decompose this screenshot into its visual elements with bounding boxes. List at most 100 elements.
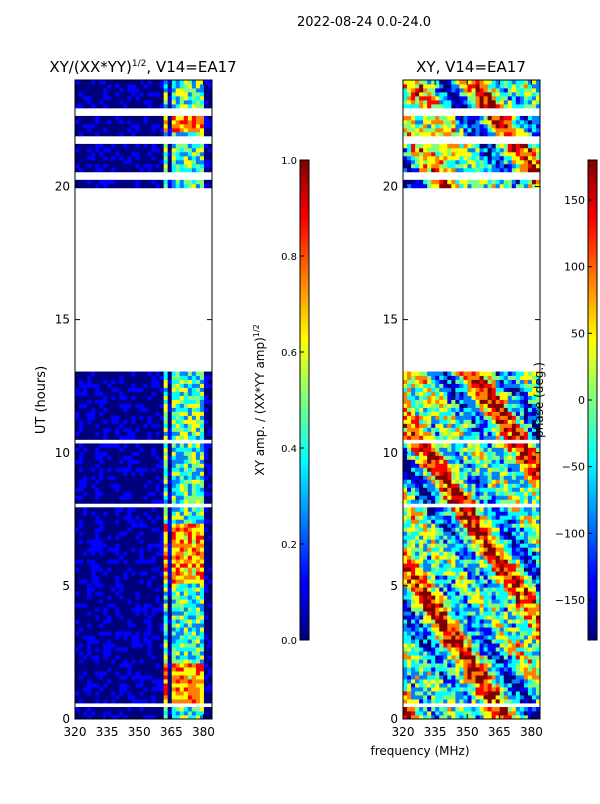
- heatmap-cell: [152, 555, 156, 559]
- heatmap-cell: [520, 599, 524, 603]
- heatmap-cell: [528, 563, 532, 567]
- heatmap-cell: [152, 543, 156, 547]
- heatmap-cell: [87, 523, 91, 527]
- heatmap-cell: [176, 116, 180, 120]
- heatmap-cell: [111, 148, 115, 152]
- heatmap-cell: [107, 435, 111, 439]
- heatmap-cell: [488, 611, 492, 615]
- heatmap-cell: [184, 527, 188, 531]
- heatmap-cell: [107, 631, 111, 635]
- heatmap-cell: [131, 651, 135, 655]
- heatmap-cell: [196, 543, 200, 547]
- heatmap-cell: [127, 531, 131, 535]
- heatmap-cell: [144, 535, 148, 539]
- heatmap-cell: [415, 559, 419, 563]
- heatmap-cell: [95, 547, 99, 551]
- heatmap-cell: [524, 595, 528, 599]
- heatmap-cell: [87, 571, 91, 575]
- heatmap-cell: [139, 431, 143, 435]
- heatmap-cell: [139, 152, 143, 156]
- heatmap-cell: [99, 455, 103, 459]
- heatmap-cell: [99, 711, 103, 715]
- heatmap-cell: [115, 535, 119, 539]
- heatmap-cell: [160, 483, 164, 487]
- heatmap-cell: [111, 607, 115, 611]
- heatmap-cell: [160, 88, 164, 92]
- heatmap-cell: [168, 615, 172, 619]
- heatmap-cell: [168, 583, 172, 587]
- heatmap-cell: [532, 579, 536, 583]
- heatmap-cell: [91, 519, 95, 523]
- heatmap-cell: [411, 643, 415, 647]
- heatmap-cell: [455, 619, 459, 623]
- heatmap-cell: [168, 415, 172, 419]
- heatmap-cell: [139, 415, 143, 419]
- heatmap-cell: [135, 671, 139, 675]
- heatmap-cell: [99, 587, 103, 591]
- heatmap-cell: [188, 403, 192, 407]
- heatmap-cell: [528, 651, 532, 655]
- heatmap-cell: [492, 695, 496, 699]
- heatmap-cell: [127, 407, 131, 411]
- heatmap-cell: [99, 699, 103, 703]
- heatmap-cell: [75, 599, 79, 603]
- heatmap-cell: [192, 615, 196, 619]
- heatmap-cell: [459, 615, 463, 619]
- heatmap-cell: [148, 507, 152, 511]
- heatmap-cell: [131, 647, 135, 651]
- heatmap-cell: [123, 543, 127, 547]
- heatmap-cell: [131, 563, 135, 567]
- heatmap-cell: [115, 615, 119, 619]
- heatmap-cell: [139, 499, 143, 503]
- heatmap-cell: [107, 388, 111, 392]
- heatmap-cell: [480, 679, 484, 683]
- heatmap-cell: [95, 419, 99, 423]
- heatmap-cell: [156, 160, 160, 164]
- heatmap-cell: [83, 100, 87, 104]
- heatmap-cell: [180, 511, 184, 515]
- heatmap-cell: [467, 675, 471, 679]
- heatmap-cell: [188, 84, 192, 88]
- heatmap-cell: [127, 451, 131, 455]
- heatmap-cell: [192, 623, 196, 627]
- heatmap-cell: [492, 615, 496, 619]
- heatmap-cell: [156, 699, 160, 703]
- heatmap-cell: [83, 611, 87, 615]
- heatmap-cell: [139, 396, 143, 400]
- heatmap-cell: [492, 679, 496, 683]
- heatmap-cell: [188, 459, 192, 463]
- heatmap-cell: [91, 639, 95, 643]
- heatmap-cell: [504, 555, 508, 559]
- heatmap-cell: [139, 156, 143, 160]
- heatmap-cell: [168, 659, 172, 663]
- heatmap-cell: [472, 643, 476, 647]
- heatmap-cell: [139, 120, 143, 124]
- heatmap-cell: [463, 571, 467, 575]
- heatmap-cell: [79, 80, 83, 84]
- heatmap-cell: [99, 495, 103, 499]
- heatmap-cell: [423, 651, 427, 655]
- heatmap-cell: [184, 519, 188, 523]
- heatmap-cell: [75, 427, 79, 431]
- heatmap-cell: [139, 707, 143, 711]
- colorbar-tick-label: 0.8: [281, 252, 297, 263]
- heatmap-cell: [115, 687, 119, 691]
- heatmap-cell: [95, 531, 99, 535]
- heatmap-cell: [111, 120, 115, 124]
- heatmap-cell: [119, 148, 123, 152]
- heatmap-cell: [127, 487, 131, 491]
- heatmap-cell: [131, 491, 135, 495]
- heatmap-cell: [443, 571, 447, 575]
- heatmap-cell: [451, 699, 455, 703]
- heatmap-cell: [504, 595, 508, 599]
- heatmap-cell: [131, 411, 135, 415]
- heatmap-cell: [180, 380, 184, 384]
- heatmap-cell: [164, 471, 168, 475]
- heatmap-cell: [91, 627, 95, 631]
- heatmap-cell: [131, 687, 135, 691]
- heatmap-cell: [204, 427, 208, 431]
- heatmap-cell: [419, 647, 423, 651]
- heatmap-cell: [156, 427, 160, 431]
- heatmap-cell: [95, 411, 99, 415]
- heatmap-cell: [500, 555, 504, 559]
